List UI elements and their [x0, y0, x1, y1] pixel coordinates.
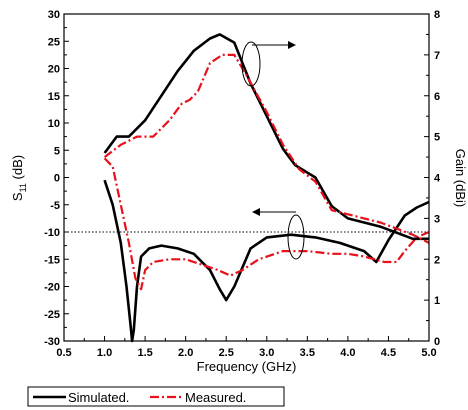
y-right-tick-label: 2 [434, 254, 440, 266]
y-left-tick-label: 10 [48, 118, 60, 130]
x-tick-label: 2.0 [178, 347, 193, 359]
y-left-tick-label: -20 [44, 282, 60, 294]
y-right-axis-title: Gain (dBi) [453, 149, 468, 208]
y-left-tick-label: -15 [44, 254, 60, 266]
simulated-s11-line [103, 179, 430, 343]
x-tick-label: 0.5 [56, 347, 71, 359]
legend: Simulated. Measured. [27, 386, 285, 407]
s11-ellipse [287, 214, 305, 260]
measured-gain-line [103, 53, 430, 244]
y-left-tick-label: -10 [44, 227, 60, 239]
y-left-tick-label: -30 [44, 336, 60, 348]
gain-ellipse [241, 41, 261, 87]
x-tick-label: 3.5 [300, 347, 315, 359]
y-left-title-unit: (dB) [10, 155, 25, 183]
y-left-tick-label: 25 [48, 36, 60, 48]
annotation-layer [241, 41, 305, 260]
x-tick-label: 1.5 [137, 347, 152, 359]
y-right-tick-label: 6 [434, 91, 440, 103]
y-left-tick-label: 30 [48, 9, 60, 21]
x-axis-title: Frequency (GHz) [197, 359, 297, 374]
y-right-tick-label: 5 [434, 132, 440, 144]
y-right-tick-label: 7 [434, 50, 440, 62]
y-right-tick-label: 4 [434, 173, 441, 185]
x-tick-label: 3.0 [259, 347, 274, 359]
y-left-tick-label: 5 [54, 145, 60, 157]
x-tick-label: 1.0 [97, 347, 112, 359]
y-left-tick-label: 20 [48, 64, 60, 76]
x-tick-label: 4.5 [381, 347, 396, 359]
y-left-tick-label: 15 [48, 91, 60, 103]
legend-measured-label: Measured. [185, 390, 246, 405]
plot-frame [63, 13, 430, 342]
series-layer [103, 33, 430, 343]
legend-simulated-label: Simulated. [68, 390, 129, 405]
y-left-tick-label: -5 [50, 200, 60, 212]
y-left-title-main: S [10, 192, 25, 201]
x-tick-label: 2.5 [219, 347, 234, 359]
tick-layer: 0.5 1.0 1.5 2.0 2.5 3.0 3.5 4.0 4.5 5.0 -30 -25 -20 -… [44, 9, 441, 359]
measured-s11-line [103, 157, 430, 291]
x-tick-label: 4.0 [340, 347, 355, 359]
y-right-tick-label: 3 [434, 213, 440, 225]
y-right-tick-label: 1 [434, 295, 440, 307]
y-left-tick-label: 0 [54, 173, 60, 185]
y-left-title-sub: 11 [18, 183, 28, 192]
y-left-axis-title: S11 (dB) [10, 155, 28, 201]
y-right-tick-label: 0 [434, 336, 440, 348]
x-tick-label: 5.0 [421, 347, 436, 359]
y-left-tick-label: -25 [44, 309, 60, 321]
simulated-gain-line [103, 33, 429, 241]
y-right-tick-label: 8 [434, 9, 440, 21]
